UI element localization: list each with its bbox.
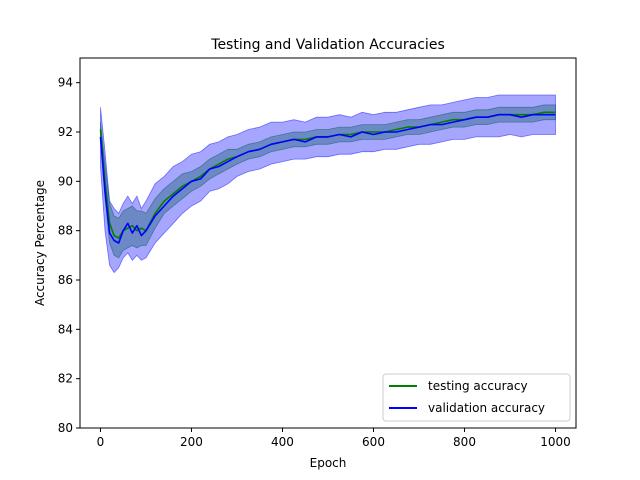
x-axis-ticks: 0 200 400 600 800 1000: [97, 428, 571, 449]
plot-frame: [79, 57, 577, 429]
x-tick-label: 1000: [540, 435, 571, 449]
legend-label-validation: validation accuracy: [428, 401, 545, 415]
x-tick-label: 600: [362, 435, 385, 449]
x-tick-label: 200: [180, 435, 203, 449]
x-tick-label: 0: [97, 435, 105, 449]
legend-label-testing: testing accuracy: [428, 379, 528, 393]
chart-title: Testing and Validation Accuracies: [210, 37, 444, 53]
y-axis-label: Accuracy Percentage: [33, 180, 47, 306]
legend-box: [382, 373, 571, 422]
x-tick-label: 800: [453, 435, 476, 449]
y-tick-label: 82: [58, 372, 73, 386]
y-tick-label: 92: [58, 125, 73, 139]
validation-accuracy-band: [100, 94, 556, 274]
series-lines: [99, 111, 556, 244]
y-tick-label: 84: [58, 322, 73, 336]
x-tick-label: 400: [271, 435, 294, 449]
y-tick-label: 94: [58, 76, 73, 90]
legend: testing accuracy validation accuracy: [382, 373, 571, 422]
y-tick-label: 86: [58, 273, 73, 287]
x-axis-label: Epoch: [310, 456, 347, 470]
y-tick-label: 88: [58, 224, 73, 238]
validation-accuracy-line: [99, 113, 556, 244]
y-tick-label: 80: [58, 421, 73, 435]
y-tick-label: 90: [58, 174, 73, 188]
y-axis-ticks: 80 82 84 86 88 90 92 94: [58, 76, 80, 435]
